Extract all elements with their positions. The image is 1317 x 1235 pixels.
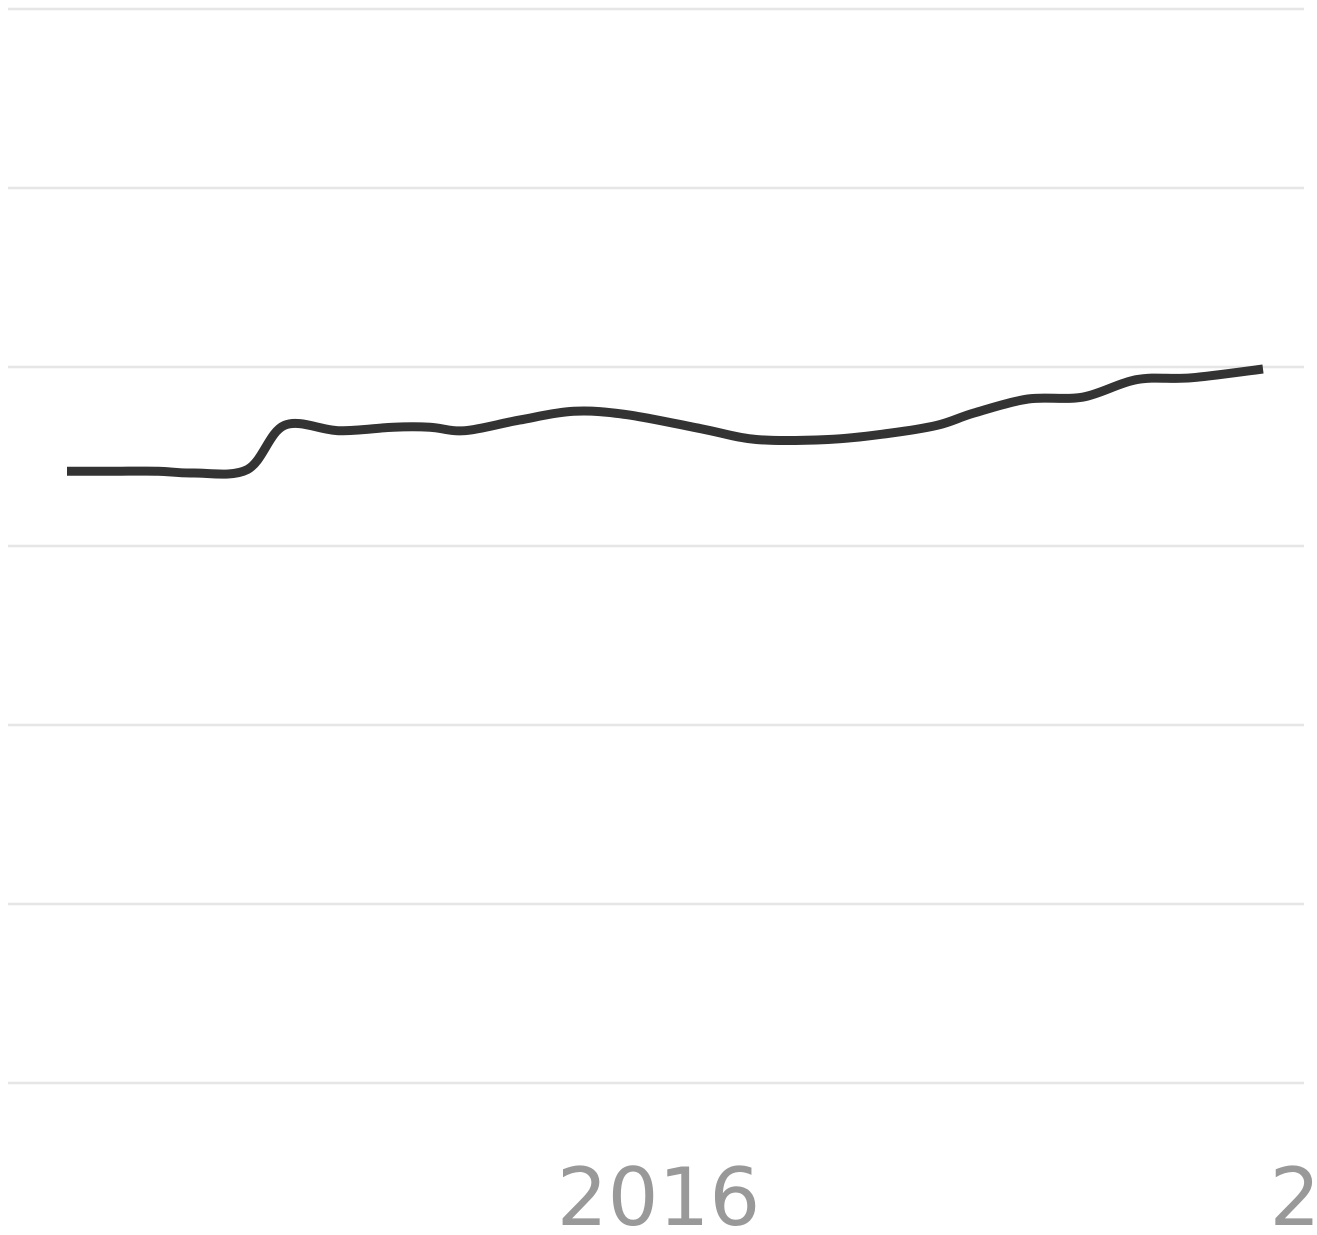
gridlines xyxy=(8,9,1304,1083)
series-group xyxy=(67,369,1263,474)
series-line xyxy=(67,369,1263,474)
x-tick-label: 2 xyxy=(1270,1151,1317,1235)
x-tick-label: 2016 xyxy=(557,1151,761,1235)
x-axis-ticks: 2016 2 xyxy=(557,1151,1317,1235)
